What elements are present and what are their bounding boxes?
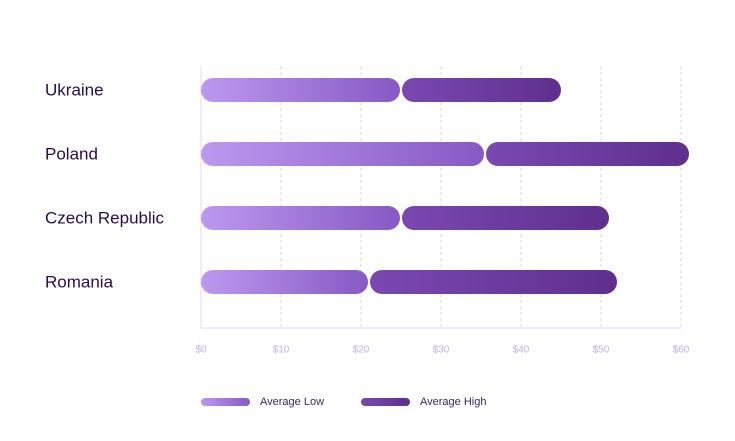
- x-tick-label: $20: [353, 345, 370, 356]
- x-axis-ticks: $0 $10 $20 $30 $40 $50 $60: [195, 345, 689, 356]
- bar-average-high: [402, 206, 609, 230]
- bar-average-high: [402, 78, 561, 102]
- x-tick-label: $50: [593, 345, 610, 356]
- bars: [201, 78, 689, 294]
- bar-average-low: [201, 270, 368, 294]
- bar-average-high: [370, 270, 617, 294]
- category-labels: Ukraine Poland Czech Republic Romania: [45, 81, 165, 292]
- bar-average-high: [486, 142, 689, 166]
- bar-average-low: [201, 78, 400, 102]
- legend: Average Low Average High: [201, 396, 486, 408]
- category-label: Czech Republic: [45, 209, 165, 228]
- x-tick-label: $60: [673, 345, 690, 356]
- category-label: Ukraine: [45, 81, 104, 100]
- category-label: Poland: [45, 145, 98, 164]
- legend-swatch: [361, 398, 410, 406]
- category-label: Romania: [45, 273, 114, 292]
- bar-average-low: [201, 206, 400, 230]
- x-tick-label: $30: [433, 345, 450, 356]
- legend-label: Average Low: [260, 396, 324, 408]
- legend-label: Average High: [420, 396, 486, 408]
- legend-swatch: [201, 398, 250, 406]
- bar-average-low: [201, 142, 484, 166]
- x-tick-label: $10: [273, 345, 290, 356]
- x-tick-label: $40: [513, 345, 530, 356]
- x-tick-label: $0: [195, 345, 207, 356]
